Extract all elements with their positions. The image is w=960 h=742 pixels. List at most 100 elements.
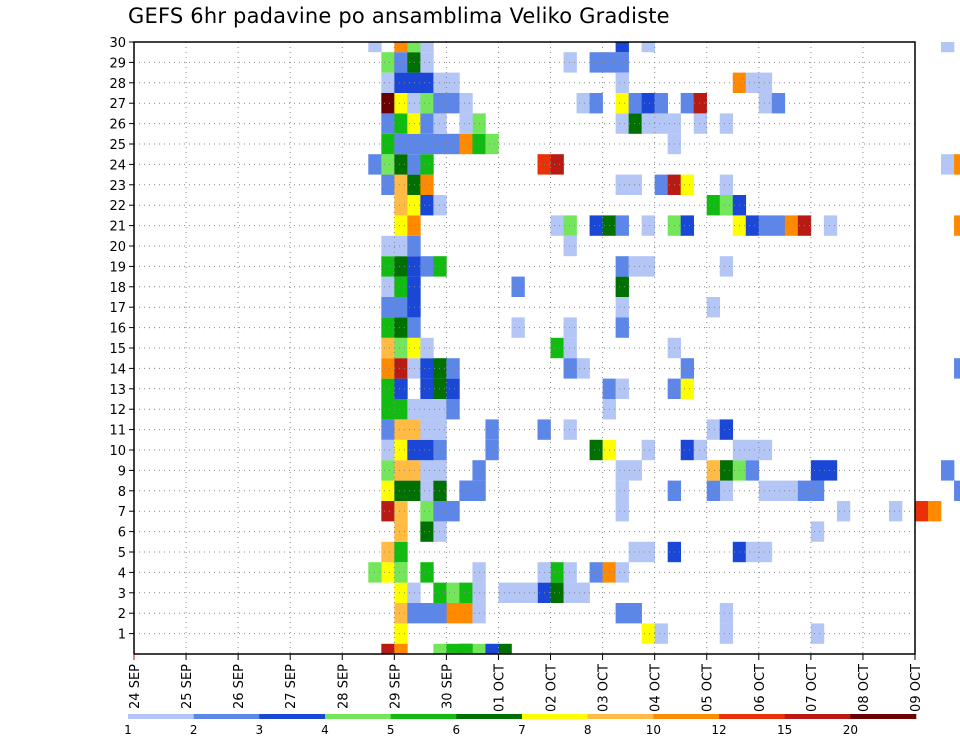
x-tick-label: 25 SEP	[180, 664, 195, 709]
heatmap-cell	[589, 562, 603, 583]
y-tick-label: 17	[109, 301, 126, 316]
heatmap-cell	[394, 582, 408, 603]
heatmap-cell	[433, 603, 447, 624]
heatmap-cell	[446, 358, 460, 379]
heatmap-cell	[446, 582, 460, 603]
heatmap-cell	[563, 52, 577, 73]
heatmap-cell	[563, 582, 577, 603]
y-tick-label: 7	[118, 505, 126, 520]
colorbar-label: 4	[321, 723, 329, 737]
x-tick-label: 28 SEP	[336, 664, 351, 709]
y-tick-label: 27	[109, 97, 126, 112]
heatmap-cell	[420, 52, 434, 73]
heatmap-cell	[394, 562, 408, 583]
heatmap-cell	[459, 643, 473, 654]
heatmap-cell	[771, 93, 786, 114]
heatmap-cell	[615, 93, 629, 114]
y-tick-label: 4	[118, 566, 126, 581]
heatmap-cell	[394, 72, 408, 93]
heatmap-cell	[433, 501, 447, 522]
colorbar: 1 2 3 4 5 6 7 8 10 12 15 20	[124, 714, 917, 737]
heatmap-cell	[589, 439, 603, 461]
heatmap-cell	[654, 174, 668, 195]
heatmap-cell	[641, 439, 655, 461]
heatmap-cell	[485, 643, 499, 654]
heatmap-cell	[719, 174, 734, 195]
heatmap-cell	[381, 439, 395, 461]
heatmap-cell	[563, 358, 577, 379]
heatmap-cell	[498, 582, 512, 603]
heatmap-cell	[719, 623, 734, 644]
heatmap-cell	[745, 215, 760, 236]
heatmap-cell	[836, 501, 851, 522]
heatmap-cell	[381, 154, 395, 175]
heatmap-cell	[381, 93, 395, 114]
heatmap-cell	[550, 337, 564, 359]
chart-title: GEFS 6hr padavine po ansamblima Veliko G…	[128, 4, 670, 28]
heatmap-cell	[745, 72, 760, 93]
heatmap-cell	[784, 480, 799, 501]
x-tick-label: 30 SEP	[440, 664, 455, 709]
heatmap-cell	[954, 154, 960, 175]
heatmap-cell	[394, 541, 408, 563]
heatmap-cell	[381, 358, 395, 379]
heatmap-cell	[550, 582, 564, 603]
heatmap-cell	[706, 297, 721, 318]
colorbar-swatch	[325, 714, 391, 719]
heatmap-cell	[433, 378, 447, 399]
heatmap-cell	[433, 419, 447, 440]
heatmap-cell	[420, 93, 434, 114]
heatmap-cell	[433, 399, 447, 420]
heatmap-cell	[381, 235, 395, 257]
heatmap-cell	[589, 93, 603, 114]
colorbar-label: 12	[711, 723, 726, 737]
y-tick-label: 14	[109, 362, 126, 377]
y-tick-label: 22	[109, 199, 126, 214]
heatmap-cell	[381, 297, 395, 318]
gridlines	[134, 41, 915, 654]
heatmap-cell	[615, 480, 629, 501]
heatmap-cell	[928, 501, 942, 522]
y-tick-label: 8	[118, 485, 126, 500]
heatmap-cell	[654, 623, 668, 644]
heatmap-cell	[420, 42, 434, 53]
colorbar-swatch	[128, 714, 194, 719]
y-tick-label: 25	[109, 138, 126, 153]
heatmap-cell	[394, 52, 408, 73]
heatmap-cell	[550, 215, 564, 236]
x-tick-label: 01 OCT	[492, 664, 507, 712]
heatmap-cell	[485, 419, 499, 440]
heatmap-cell	[433, 113, 447, 134]
heatmap-cell	[446, 399, 460, 420]
heatmap-cell	[498, 643, 512, 654]
heatmap-cell	[433, 256, 447, 277]
colorbar-label: 15	[777, 723, 792, 737]
heatmap-cell	[394, 378, 408, 399]
heatmap-cell	[771, 215, 786, 236]
heatmap-cell	[394, 42, 408, 53]
heatmap-cell	[394, 521, 408, 542]
y-tick-label: 21	[109, 220, 126, 235]
heatmap-cell	[719, 419, 734, 440]
y-tick-label: 5	[118, 546, 126, 561]
heatmap-cell	[641, 215, 655, 236]
heatmap-cell	[446, 72, 460, 93]
heatmap-cell	[433, 133, 447, 155]
y-tick-label: 15	[109, 342, 126, 357]
heatmap-cell	[706, 480, 721, 501]
heatmap-cell	[758, 72, 773, 93]
heatmap-cell	[381, 541, 395, 563]
heatmap-cell	[446, 603, 460, 624]
heatmap-cell	[381, 643, 395, 654]
heatmap-cell	[420, 439, 434, 461]
heatmap-cell	[758, 215, 773, 236]
heatmap-cell	[433, 93, 447, 114]
colorbar-label: 1	[124, 723, 132, 737]
y-tick-label: 26	[109, 118, 126, 133]
heatmap-cell	[394, 460, 408, 481]
heatmap-cell	[381, 52, 395, 73]
heatmap-cell	[680, 93, 695, 114]
heatmap-cell	[459, 603, 473, 624]
heatmap-cell	[485, 439, 499, 461]
